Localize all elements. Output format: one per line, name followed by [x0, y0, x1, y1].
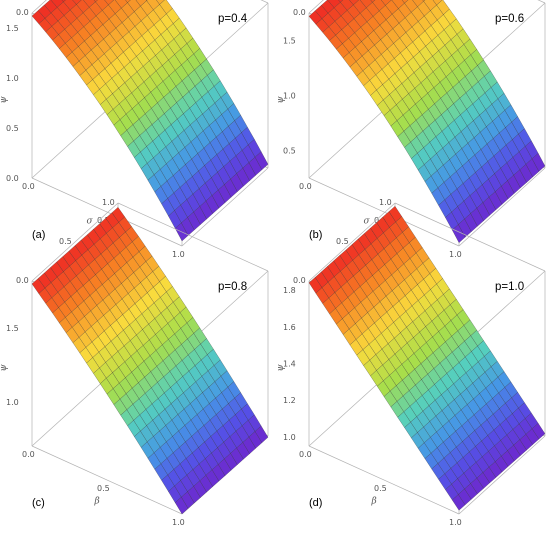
y-tick-labels: 0.00.51.0	[293, 8, 306, 17]
x-tick-label: 0.0	[299, 450, 312, 459]
y-tick-label: 1.0	[102, 198, 115, 207]
x-axis-label: β	[371, 496, 377, 506]
parameter-annotation: p=0.4	[218, 13, 248, 25]
y-tick-label: 0.5	[59, 237, 72, 246]
x-tick-label: 1.0	[449, 518, 462, 527]
z-tick-label: 1.0	[283, 433, 296, 442]
z-tick-label: 0.5	[6, 124, 19, 133]
x-tick-label: 0.0	[22, 182, 35, 191]
z-tick-label: 0.0	[6, 174, 19, 183]
surface	[31, 207, 269, 515]
surface-patch	[338, 0, 344, 3]
y-tick-label: 0.0	[16, 8, 29, 17]
z-axis-label: ψ	[276, 364, 286, 372]
surface-patch	[93, 0, 98, 3]
parameter-annotation: p=0.6	[495, 13, 524, 25]
panel-label: (d)	[309, 497, 322, 509]
y-tick-label: 0.0	[293, 276, 306, 285]
z-tick-label: 1.2	[283, 396, 296, 405]
surface-patch	[370, 0, 376, 3]
z-tick-label: 1.5	[6, 24, 19, 33]
z-tick-label: 1.4	[283, 360, 296, 369]
panel-label: (b)	[309, 229, 322, 241]
y-tick-label: 0.0	[293, 8, 306, 17]
z-tick-label: 1.0	[6, 74, 19, 83]
surface-patch	[61, 0, 66, 3]
x-tick-label: 0.5	[97, 484, 110, 493]
parameter-annotation: p=0.8	[218, 281, 247, 293]
z-axis-label: ψ	[0, 96, 9, 104]
x-tick-label: 0.0	[22, 450, 35, 459]
z-tick-labels: 1.0 1.2 1.4 1.6 1.8	[283, 286, 296, 442]
z-tick-label: 1.5	[6, 324, 19, 333]
z-tick-labels: 1.0 1.5	[6, 324, 19, 407]
z-tick-label: 1.0	[283, 92, 296, 101]
y-tick-label: 0.0	[16, 276, 29, 285]
panel-a: 0.00.51.01.5ψ0.00.51.0β0.00.51.0σp=0.4(a…	[0, 0, 269, 259]
parameter-annotation: p=1.0	[495, 281, 524, 293]
z-tick-label: 0.5	[283, 147, 296, 156]
surface	[308, 205, 546, 511]
y-axis-label: σ	[87, 217, 94, 227]
z-tick-label: 1.5	[283, 37, 296, 46]
y-tick-labels: 0.0 0.5 1.0	[293, 198, 392, 285]
z-tick-labels: 0.5 1.0 1.5	[283, 37, 296, 156]
panel-b: 0.51.01.5ψ0.00.51.0β0.00.51.0σp=0.6(b)	[276, 0, 546, 259]
surface-patch	[451, 224, 466, 243]
surface-patch	[125, 0, 131, 3]
y-axis-label: σ	[364, 217, 371, 227]
surface-patch	[451, 494, 466, 511]
x-tick-label: 0.5	[374, 484, 387, 493]
z-axis-label: ψ	[0, 364, 9, 372]
y-tick-label: 1.0	[379, 198, 392, 207]
x-tick-label: 1.0	[449, 250, 462, 259]
surface-patch	[174, 496, 189, 515]
y-tick-labels: 0.00.51.0	[16, 8, 29, 17]
z-tick-labels: 0.0 0.5 1.0 1.5	[6, 24, 19, 183]
x-tick-label: 0.0	[299, 182, 312, 191]
x-tick-labels: 0.0 0.5 1.0	[299, 450, 462, 527]
z-axis-label: ψ	[276, 96, 286, 104]
panel-d: 1.0 1.2 1.4 1.6 1.8 ψ 0.0 0.5 1.0 β 0.0 0.5 1.0 σ p=1.…	[276, 198, 546, 527]
x-axis-label: β	[94, 496, 100, 506]
panel-label: (a)	[32, 229, 45, 241]
y-tick-label: 0.5	[336, 237, 349, 246]
surface	[31, 0, 269, 242]
x-tick-label: 1.0	[172, 518, 185, 527]
y-tick-labels: 0.0 0.5 1.0	[16, 198, 115, 285]
z-tick-label: 1.6	[283, 323, 296, 332]
z-tick-label: 1.8	[283, 286, 296, 295]
x-tick-label: 1.0	[172, 250, 185, 259]
panel-c: 1.0 1.5 ψ 0.0 0.5 1.0 β 0.0 0.5 1.0 σ p=0.8 (c)	[0, 198, 269, 527]
surface	[308, 0, 546, 243]
x-tick-labels: 0.0 0.5 1.0	[22, 450, 185, 527]
panel-label: (c)	[32, 497, 45, 509]
z-tick-label: 1.0	[6, 398, 19, 407]
